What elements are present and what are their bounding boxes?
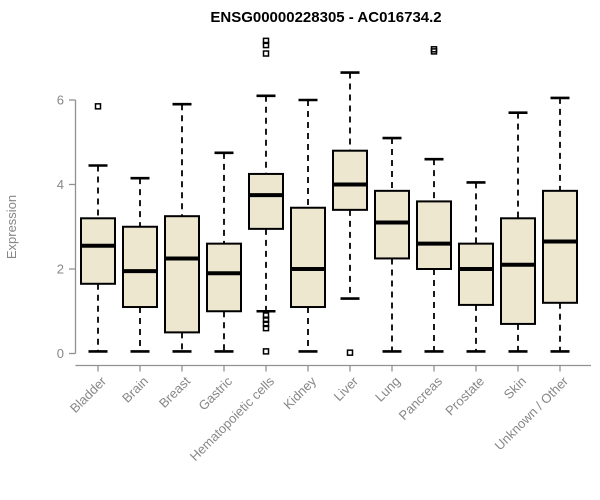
- box: [206, 242, 242, 313]
- x-tick-label: Unknown / Other: [492, 373, 572, 453]
- outlier-point: [94, 103, 102, 110]
- x-tick-label: Skin: [501, 374, 529, 402]
- box: [542, 189, 578, 304]
- x-tick-label: Bladder: [67, 373, 110, 416]
- x-tick-label: Lung: [372, 374, 403, 405]
- box: [80, 217, 116, 285]
- box: [290, 206, 326, 309]
- outlier-point: [262, 320, 270, 328]
- outlier-point: [346, 349, 354, 356]
- box: [374, 189, 410, 260]
- outlier-point: [262, 50, 270, 57]
- x-tick-label: Kidney: [280, 373, 319, 412]
- x-tick-label: Prostate: [442, 374, 487, 419]
- x-tick-label: Brain: [119, 374, 151, 406]
- chart-title: ENSG00000228305 - AC016734.2: [210, 9, 441, 26]
- y-axis-title: Expression: [4, 195, 19, 259]
- outlier-point: [262, 316, 270, 323]
- outlier-point: [262, 312, 270, 319]
- box: [248, 172, 284, 230]
- x-tick-label: Breast: [156, 373, 193, 410]
- box: [500, 217, 536, 325]
- x-tick-label: Gastric: [195, 373, 235, 413]
- y-tick-label: 2: [57, 262, 64, 277]
- outlier-point: [430, 48, 438, 55]
- box: [458, 242, 494, 306]
- x-tick-label: Liver: [331, 373, 362, 404]
- box: [164, 215, 200, 334]
- outlier-point: [262, 348, 270, 355]
- box: [332, 149, 368, 211]
- y-tick-label: 0: [57, 346, 64, 361]
- y-tick-label: 4: [57, 177, 64, 192]
- x-tick-label: Pancreas: [396, 373, 446, 423]
- outlier-point: [262, 41, 270, 49]
- outlier-point: [262, 37, 270, 45]
- box: [122, 225, 158, 309]
- outlier-point: [262, 324, 270, 332]
- box: [416, 200, 452, 270]
- y-tick-label: 6: [57, 93, 64, 108]
